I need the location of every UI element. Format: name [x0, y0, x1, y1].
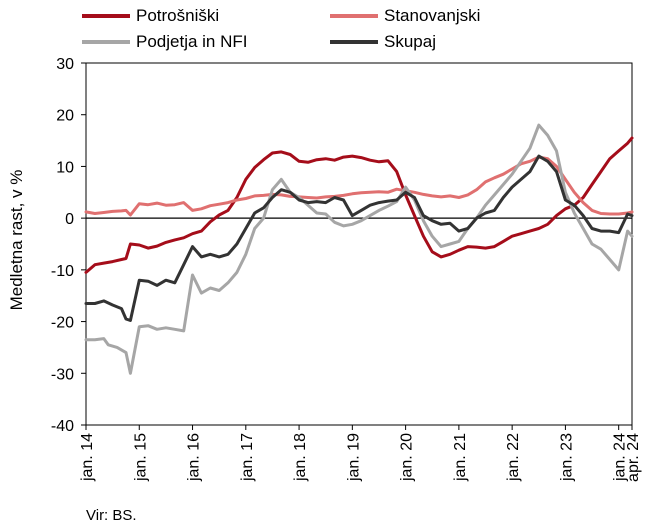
- axes: -40 -30 -20 -10 0 10 20 30 jan. 14 jan. 15 jan. 16…: [51, 56, 642, 482]
- y-tick-label: 0: [65, 211, 74, 228]
- x-tick-label: jan. 16: [186, 433, 203, 482]
- x-tick-label: jan. 14: [79, 433, 96, 482]
- x-tick-label: jan. 21: [452, 433, 469, 482]
- legend-label-podjetja: Podjetja in NFI: [136, 32, 248, 51]
- x-tick-label: jan. 23: [558, 433, 575, 482]
- legend-item-podjetja: Podjetja in NFI: [82, 32, 248, 52]
- legend-swatch-skupaj: [330, 40, 378, 44]
- legend-item-skupaj: Skupaj: [330, 32, 436, 52]
- x-tick-label: jan. 20: [399, 433, 416, 482]
- legend-label-potrosniski: Potrošniški: [136, 6, 220, 25]
- legend-swatch-stanovanjski: [330, 14, 378, 18]
- plot-frame: [85, 62, 633, 426]
- y-tick-label: 10: [56, 159, 74, 176]
- x-tick-label: apr. 24: [625, 433, 642, 482]
- y-tick-label: -20: [51, 315, 74, 332]
- legend-item-potrosniski: Potrošniški: [82, 6, 219, 26]
- x-tick-label: jan. 18: [292, 433, 309, 482]
- legend-swatch-podjetja: [82, 40, 130, 44]
- y-tick-label: 20: [56, 108, 74, 125]
- series-lines: [84, 123, 634, 375]
- y-tick-label: -10: [51, 263, 74, 280]
- series-line-1: [84, 136, 634, 274]
- y-tick-label: -30: [51, 366, 74, 383]
- x-tick-label: jan. 24: [612, 433, 629, 482]
- series-line-4: [84, 154, 634, 322]
- legend-swatch-potrosniski: [82, 14, 130, 18]
- y-tick-label: 30: [56, 56, 74, 73]
- x-tick-label: jan. 17: [239, 433, 256, 482]
- x-tick-label: jan. 22: [505, 433, 522, 482]
- legend-label-skupaj: Skupaj: [384, 32, 436, 51]
- x-tick-label: jan. 19: [345, 433, 362, 482]
- y-axis-label: Medletna rast, v %: [7, 170, 26, 311]
- x-tick-label: jan. 15: [132, 433, 149, 482]
- legend-item-stanovanjski: Stanovanjski: [330, 6, 480, 26]
- series-line-3: [84, 123, 634, 375]
- source-note: Vir: BS.: [86, 507, 137, 524]
- legend-label-stanovanjski: Stanovanjski: [384, 6, 481, 25]
- y-tick-label: -40: [51, 418, 74, 435]
